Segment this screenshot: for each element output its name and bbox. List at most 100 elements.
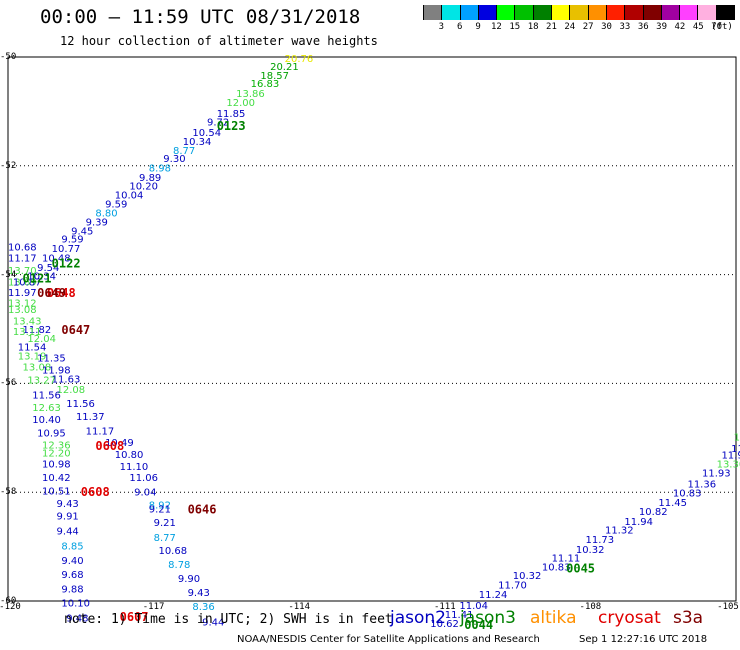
legend-tick: 18 (527, 22, 539, 32)
legend-swatch (442, 5, 461, 20)
legend-tick: 27 (582, 22, 594, 32)
wave-height-value: 11.04 (459, 601, 488, 612)
wave-height-value: 11.90 (721, 451, 740, 462)
wave-height-value: 9.48 (66, 613, 88, 624)
wave-height-value: 13.30 (717, 459, 740, 470)
wave-height-value: 8.77 (173, 146, 195, 157)
legend-tick: 12 (490, 22, 502, 32)
wave-height-value: 11.11 (552, 553, 581, 564)
wave-height-value: 13.86 (236, 89, 265, 100)
legend-tick: 15 (509, 22, 521, 32)
wave-height-value: 13.08 (8, 305, 37, 316)
legend-swatch (606, 5, 626, 20)
latitude-label: -54 (0, 269, 17, 280)
wave-height-value: 11.52 (731, 444, 740, 455)
wave-height-value: 9.39 (86, 217, 108, 228)
wave-height-value: 11.41 (445, 610, 474, 621)
wave-height-value: 13.12 (8, 298, 37, 309)
wave-height-value: 11.97 (8, 288, 37, 299)
satellite-s3a: s3a (673, 608, 704, 628)
legend-swatch (643, 5, 662, 20)
legend-swatch (552, 5, 571, 20)
wave-height-value: 9.54 (37, 263, 59, 274)
wave-height-value: 18.57 (260, 71, 289, 82)
legend-swatch (588, 5, 607, 20)
wave-height-value: 11.17 (8, 254, 37, 265)
wave-height-value: 12.20 (42, 448, 71, 459)
wave-height-value: 10.77 (52, 244, 81, 255)
wave-height-value: 16.83 (251, 79, 280, 90)
wave-height-value: 12.63 (32, 403, 61, 414)
pass-time-label: 0045 (566, 561, 595, 575)
legend-swatch (533, 5, 553, 20)
wave-height-value: 8.78 (168, 560, 190, 571)
wave-height-value: 8.80 (95, 209, 117, 220)
generated-timestamp: Sep 1 12:27:16 UTC 2018 (579, 634, 708, 645)
pass-time-label: 0122 (52, 257, 81, 271)
wave-height-value: 11.85 (217, 109, 246, 120)
latitude-label: -56 (0, 378, 17, 389)
wave-height-value: 10.83 (673, 489, 702, 500)
legend-swatch (497, 5, 516, 20)
wave-height-value: 11.56 (32, 390, 61, 401)
wave-height-value: 11.54 (18, 342, 47, 353)
satellite-jason3: jason3 (460, 608, 516, 628)
legend-swatch (460, 5, 479, 20)
legend-swatch (515, 5, 534, 20)
legend-tick: 45 (692, 22, 704, 32)
wave-height-value: 8.77 (154, 533, 176, 544)
wave-height-value: 10.10 (61, 599, 90, 610)
wave-height-value: 9.90 (178, 574, 200, 585)
wave-height-value: 8.85 (61, 542, 83, 553)
wave-height-value: 11.32 (605, 526, 634, 537)
wave-height-value: 9.44 (57, 526, 79, 537)
wave-height-value: 10.54 (192, 128, 221, 139)
wave-height-value: 10.95 (37, 428, 66, 439)
wave-height-value: 13.70 (8, 266, 37, 277)
wave-height-value: 8.92 (149, 501, 171, 512)
wave-height-value: 8.36 (192, 602, 214, 613)
wave-height-value: 9.68 (61, 570, 83, 581)
wave-height-value: 10.51 (42, 487, 71, 498)
wave-height-value: 11.56 (66, 399, 95, 410)
wave-height-value: 10.40 (32, 415, 61, 426)
wave-height-value: 9.91 (57, 512, 79, 523)
wave-height-value: 11.45 (658, 498, 687, 509)
longitude-label: -117 (142, 602, 165, 612)
wave-height-value: 12.04 (27, 334, 56, 345)
wave-height-value: 11.10 (120, 462, 149, 473)
wave-height-value: 11.37 (76, 412, 105, 423)
wave-height-value: 11.63 (52, 375, 81, 386)
legend-tick: 36 (637, 22, 649, 32)
wave-height-value: 10.82 (639, 507, 668, 518)
wave-height-value: 9.59 (105, 199, 127, 210)
wave-height-value: 13.19 (18, 352, 47, 363)
pass-time-label: 0608 (95, 439, 124, 453)
wave-height-value: 11.36 (687, 479, 716, 490)
wave-height-value: 11.93 (702, 469, 731, 480)
wave-height-value: 9.89 (139, 173, 161, 184)
legend-swatch (680, 5, 699, 20)
wave-height-value: 9.72 (207, 118, 229, 129)
wave-height-value: 10.32 (513, 571, 542, 582)
pass-time-label: 0044 (464, 618, 493, 632)
legend-tick: 70 (711, 22, 723, 32)
satellite-cryosat: cryosat (598, 608, 661, 628)
longitude-label: -108 (579, 602, 602, 612)
wave-height-value: 9.45 (71, 227, 93, 238)
wave-height-value: 9.88 (61, 584, 83, 595)
wave-height-value: 10.62 (430, 619, 459, 630)
map-subtitle: 12 hour collection of altimeter wave hei… (60, 34, 378, 48)
longitude-label: -120 (0, 602, 21, 612)
wave-height-color-legend (423, 5, 736, 20)
satellite-jason2: jason2 (390, 608, 446, 628)
wave-height-value: 11.35 (37, 353, 66, 364)
latitude-label: -58 (0, 487, 17, 498)
pass-time-label: 0646 (188, 503, 217, 517)
wave-height-value: 10.80 (115, 450, 144, 461)
wave-height-value: 20.76 (285, 54, 314, 65)
wave-height-value: 13 (734, 433, 740, 444)
pass-time-label: 0607 (120, 610, 149, 624)
pass-time-label: 0121 (23, 271, 52, 285)
legend-tick: 42 (674, 22, 686, 32)
